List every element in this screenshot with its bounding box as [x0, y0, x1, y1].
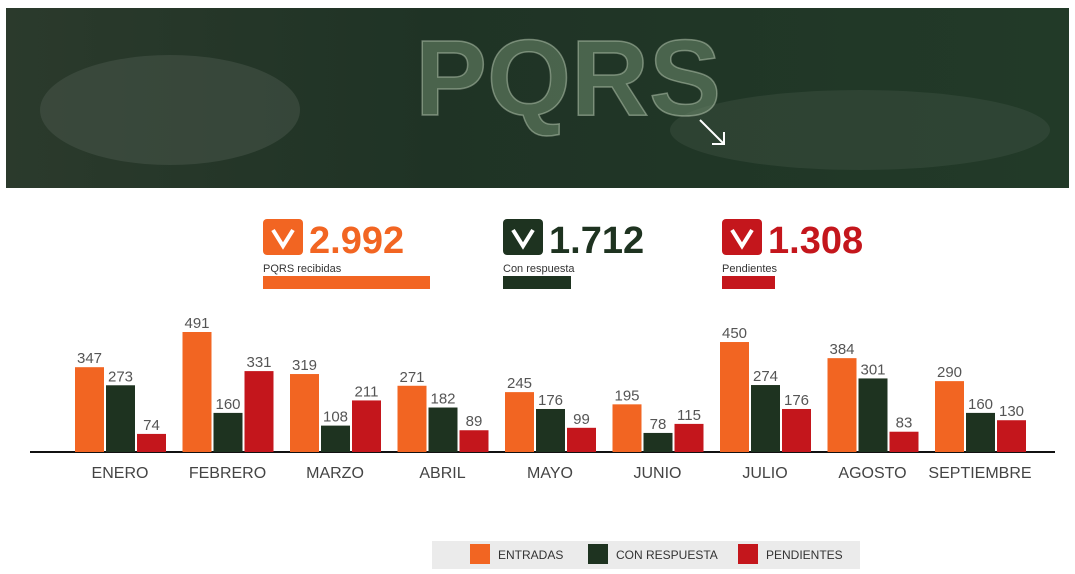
x-tick-label: ABRIL	[419, 465, 465, 482]
x-tick-label: FEBRERO	[189, 465, 266, 482]
x-tick-label: JULIO	[742, 465, 787, 482]
value-label: 78	[650, 416, 667, 433]
value-label: 130	[999, 403, 1024, 420]
value-label: 273	[108, 368, 133, 385]
bar	[106, 385, 135, 452]
value-label: 176	[538, 392, 563, 409]
kpi-label: PQRS recibidas	[263, 263, 342, 275]
x-tick-label: MARZO	[306, 465, 364, 482]
bar	[429, 408, 458, 452]
value-label: 74	[143, 417, 160, 434]
value-label: 491	[184, 315, 209, 332]
kpi-bar	[263, 276, 430, 289]
legend-label: CON RESPUESTA	[616, 548, 718, 562]
value-label: 319	[292, 357, 317, 374]
legend-swatch	[738, 544, 758, 564]
header-photo-shape	[670, 90, 1050, 170]
value-label: 274	[753, 368, 778, 385]
value-label: 290	[937, 364, 962, 381]
page: PQRS 2.992PQRS recibidas 1.712Con respues…	[0, 0, 1075, 574]
header-photo-shape	[40, 55, 300, 165]
kpi-bar	[503, 276, 571, 289]
value-label: 450	[722, 325, 747, 342]
kpi-label: Pendientes	[722, 263, 778, 275]
bar	[613, 404, 642, 452]
bar	[321, 426, 350, 452]
bar	[997, 420, 1026, 452]
bar	[567, 428, 596, 452]
bar	[536, 409, 565, 452]
bar	[935, 381, 964, 452]
value-label: 211	[355, 383, 379, 400]
x-tick-label: MAYO	[527, 465, 573, 482]
value-label: 83	[896, 415, 913, 432]
value-label: 160	[968, 396, 993, 413]
bar	[720, 342, 749, 452]
legend-swatch	[588, 544, 608, 564]
value-label: 176	[784, 392, 809, 409]
kpi-value: 2.992	[309, 220, 404, 262]
kpi-bar	[722, 276, 775, 289]
value-label: 331	[246, 354, 271, 371]
bar	[460, 430, 489, 452]
value-label: 99	[573, 411, 590, 428]
bar	[859, 378, 888, 452]
value-label: 245	[507, 375, 532, 392]
header-title: PQRS	[415, 17, 721, 138]
value-label: 89	[466, 413, 483, 430]
legend-label: PENDIENTES	[766, 548, 843, 562]
kpi-label: Con respuesta	[503, 263, 575, 275]
value-label: 384	[829, 341, 854, 358]
value-label: 182	[430, 391, 455, 408]
bar	[751, 385, 780, 452]
kpi-value: 1.308	[768, 220, 863, 262]
bar	[644, 433, 673, 452]
x-tick-label: AGOSTO	[838, 465, 906, 482]
bar	[398, 386, 427, 452]
infographic: PQRS 2.992PQRS recibidas 1.712Con respues…	[0, 0, 1075, 569]
bar	[214, 413, 243, 452]
bar	[828, 358, 857, 452]
bar	[890, 432, 919, 452]
x-tick-label: ENERO	[92, 465, 149, 482]
bar	[352, 400, 381, 452]
value-label: 108	[323, 409, 348, 426]
bar	[183, 332, 212, 452]
bar-chart: ENERO 347 273 74 FEBRERO 491 160 331 MARZO 319 108…	[30, 315, 1055, 482]
x-tick-label: SEPTIEMBRE	[928, 465, 1031, 482]
bar	[75, 367, 104, 452]
bar	[782, 409, 811, 452]
bar	[245, 371, 274, 452]
value-label: 301	[860, 361, 885, 378]
value-label: 195	[614, 387, 639, 404]
x-tick-label: JUNIO	[634, 465, 682, 482]
value-label: 347	[77, 350, 102, 367]
legend-label: ENTRADAS	[498, 548, 563, 562]
bar	[290, 374, 319, 452]
bar	[675, 424, 704, 452]
value-label: 160	[215, 396, 240, 413]
value-label: 115	[677, 407, 701, 424]
bar	[966, 413, 995, 452]
bar	[137, 434, 166, 452]
kpi-value: 1.712	[549, 220, 644, 262]
value-label: 271	[399, 369, 424, 386]
bar	[505, 392, 534, 452]
legend-swatch	[470, 544, 490, 564]
